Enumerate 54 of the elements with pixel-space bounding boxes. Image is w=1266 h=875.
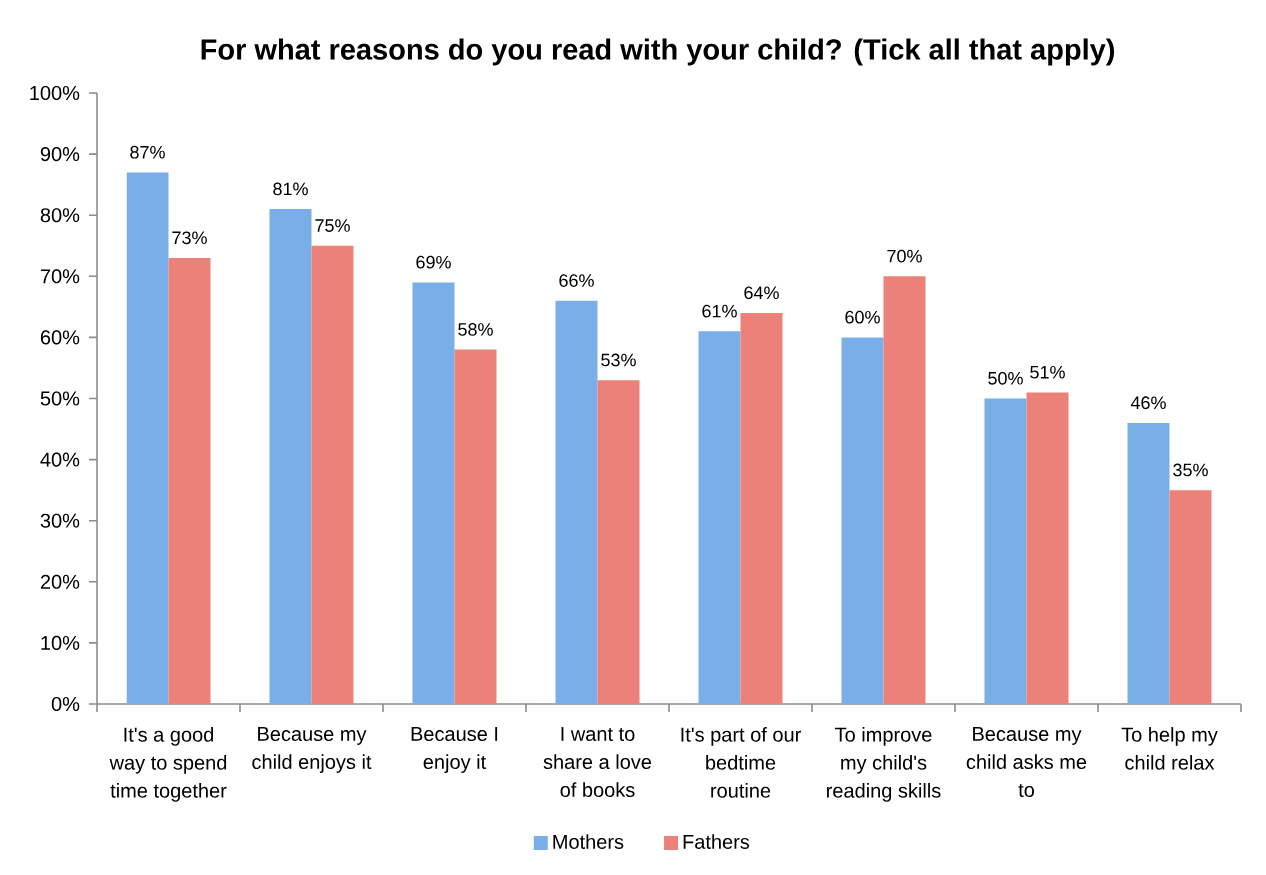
bar <box>126 172 169 704</box>
bar <box>1127 422 1170 704</box>
x-tick-label: It's part of our bedtime routine <box>681 727 801 798</box>
bar <box>269 209 312 704</box>
y-tick-label: 60% <box>40 330 80 345</box>
y-tick-label: 80% <box>40 208 80 223</box>
y-tick-label: 50% <box>40 391 80 406</box>
data-label: 53% <box>601 353 636 367</box>
bar <box>1026 392 1069 704</box>
data-label: 60% <box>845 310 880 324</box>
bar <box>984 398 1027 704</box>
data-label: 73% <box>172 231 207 245</box>
y-tick-label: 90% <box>40 147 80 162</box>
bar <box>841 337 884 704</box>
x-tick-label: I want to share a love of books <box>543 727 652 798</box>
x-tick-label: It's a good way to spend time together <box>109 727 227 802</box>
bar <box>597 380 640 704</box>
bar <box>168 257 211 704</box>
data-label: 58% <box>458 323 493 336</box>
x-tick-label: To help my child relax <box>1121 727 1218 770</box>
data-label: 35% <box>1173 463 1208 477</box>
bar <box>740 312 783 704</box>
bar <box>311 245 354 704</box>
bar <box>1169 490 1212 704</box>
y-tick-label: 100% <box>30 85 80 101</box>
data-label: 70% <box>887 249 922 263</box>
x-tick-label: To improve my child's reading skills <box>827 727 941 802</box>
bar <box>412 282 455 704</box>
y-tick-label: 20% <box>40 574 80 589</box>
legend-label: Mothers <box>553 834 624 849</box>
y-tick-label: 30% <box>40 513 80 528</box>
y-tick-label: 70% <box>40 269 80 284</box>
data-label: 69% <box>416 255 451 269</box>
y-tick-label: 40% <box>40 452 80 467</box>
bar <box>555 300 598 704</box>
y-tick-label: 10% <box>41 635 80 650</box>
chart-title: For what reasons do you read with your child? (Tick all that apply) <box>201 38 1115 66</box>
x-tick-label: Because my child enjoys it <box>252 727 372 773</box>
data-label: 87% <box>130 145 165 159</box>
x-tick-label: Because I enjoy it <box>411 727 498 773</box>
data-label: 51% <box>1030 365 1065 379</box>
data-label: 64% <box>744 286 779 300</box>
bar <box>454 349 497 704</box>
legend-label: Fathers <box>683 834 750 849</box>
y-tick-label: 0% <box>51 696 80 712</box>
data-label: 75% <box>315 219 350 232</box>
data-label: 61% <box>702 304 737 318</box>
data-label: 66% <box>559 274 594 287</box>
data-label: 46% <box>1130 396 1166 410</box>
bar <box>883 276 926 704</box>
data-label: 50% <box>988 371 1023 385</box>
x-tick-label: Because my child asks me to <box>966 727 1087 798</box>
bar <box>698 331 741 704</box>
data-label: 81% <box>273 182 308 196</box>
